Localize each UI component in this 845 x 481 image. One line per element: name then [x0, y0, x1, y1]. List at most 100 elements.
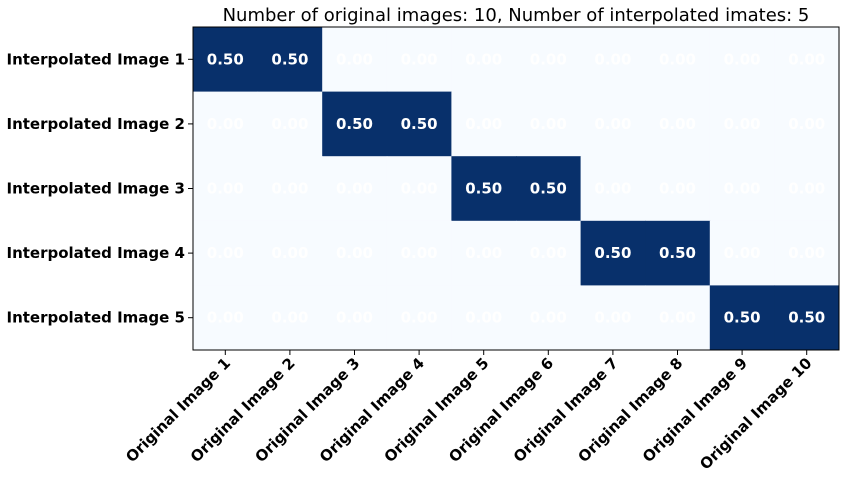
cell-annotation-r5-c4: 0.00 [401, 309, 438, 327]
cell-annotation-r1-c5: 0.00 [465, 50, 502, 68]
heatmap-cell-r2-c1 [193, 91, 259, 157]
heatmap-cell-r1-c2 [257, 27, 323, 93]
cell-annotation-r5-c1: 0.00 [207, 309, 244, 327]
cell-annotation-r2-c8: 0.00 [659, 115, 696, 133]
cell-annotation-r5-c8: 0.00 [659, 309, 696, 327]
cell-annotation-r2-c2: 0.00 [271, 115, 308, 133]
heatmap-cell-r5-c3 [322, 285, 388, 351]
cell-annotation-r2-c10: 0.00 [788, 115, 825, 133]
cell-annotation-r4-c4: 0.00 [401, 244, 438, 262]
cell-annotation-r4-c2: 0.00 [271, 244, 308, 262]
heatmap-cell-r1-c5 [451, 27, 517, 93]
heatmap-cell-r5-c6 [516, 285, 582, 351]
cell-annotation-r2-c3: 0.50 [336, 115, 373, 133]
heatmap-cell-r5-c9 [709, 285, 775, 351]
heatmap-cell-r3-c3 [322, 156, 388, 222]
cell-annotation-r3-c9: 0.00 [724, 180, 761, 198]
cell-annotation-r4-c8: 0.50 [659, 244, 696, 262]
cell-annotation-r3-c2: 0.00 [271, 180, 308, 198]
cell-annotation-r1-c9: 0.00 [724, 50, 761, 68]
y-tick-label-4: Interpolated Image 4 [6, 244, 185, 262]
heatmap-cell-r2-c8 [645, 91, 711, 157]
heatmap-cell-r4-c5 [451, 220, 517, 286]
heatmap-cell-r1-c4 [386, 27, 452, 93]
heatmap-cell-r4-c10 [774, 220, 840, 286]
heatmap-cell-r2-c3 [322, 91, 388, 157]
cell-annotation-r4-c3: 0.00 [336, 244, 373, 262]
cell-annotation-r1-c2: 0.50 [271, 50, 308, 68]
x-tick-label-1: Original Image 1 [122, 354, 234, 466]
cell-annotation-r5-c5: 0.00 [465, 309, 502, 327]
cell-annotation-r1-c1: 0.50 [207, 50, 244, 68]
cell-annotation-r1-c6: 0.00 [530, 50, 567, 68]
heatmap-cell-r3-c2 [257, 156, 323, 222]
heatmap-cell-r3-c8 [645, 156, 711, 222]
heatmap-cell-r4-c9 [709, 220, 775, 286]
heatmap-cell-r2-c2 [257, 91, 323, 157]
y-tick-label-1: Interpolated Image 1 [6, 50, 185, 68]
heatmap-cell-r1-c3 [322, 27, 388, 93]
cell-annotation-r2-c1: 0.00 [207, 115, 244, 133]
cell-annotation-r4-c7: 0.50 [594, 244, 631, 262]
heatmap-cell-r4-c1 [193, 220, 259, 286]
y-tick-label-5: Interpolated Image 5 [6, 309, 185, 327]
heatmap-cell-r2-c7 [580, 91, 646, 157]
cell-annotation-r4-c5: 0.00 [465, 244, 502, 262]
heatmap-cell-r1-c9 [709, 27, 775, 93]
heatmap-cell-r4-c6 [516, 220, 582, 286]
heatmap-cell-r5-c5 [451, 285, 517, 351]
heatmap-cell-r3-c5 [451, 156, 517, 222]
heatmap-cell-r3-c1 [193, 156, 259, 222]
heatmap-cell-r4-c7 [580, 220, 646, 286]
heatmap-cell-r2-c10 [774, 91, 840, 157]
y-tick-label-2: Interpolated Image 2 [6, 115, 185, 133]
cell-annotation-r2-c7: 0.00 [594, 115, 631, 133]
cell-annotation-r2-c6: 0.00 [530, 115, 567, 133]
cell-annotation-r5-c6: 0.00 [530, 309, 567, 327]
chart-title: Number of original images: 10, Number of… [223, 5, 810, 26]
heatmap-cell-r2-c4 [386, 91, 452, 157]
cell-annotation-r3-c4: 0.00 [401, 180, 438, 198]
heatmap-cell-r2-c5 [451, 91, 517, 157]
heatmap-cell-r3-c10 [774, 156, 840, 222]
heatmap-cells [193, 27, 840, 351]
cell-annotation-r3-c7: 0.00 [594, 180, 631, 198]
cell-annotation-r1-c7: 0.00 [594, 50, 631, 68]
cell-annotation-r1-c4: 0.00 [401, 50, 438, 68]
y-tick-label-3: Interpolated Image 3 [6, 180, 185, 198]
heatmap-cell-r4-c8 [645, 220, 711, 286]
heatmap-cell-r1-c7 [580, 27, 646, 93]
cell-annotation-r2-c4: 0.50 [401, 115, 438, 133]
heatmap-cell-r3-c9 [709, 156, 775, 222]
heatmap-cell-r2-c6 [516, 91, 582, 157]
heatmap-cell-r3-c7 [580, 156, 646, 222]
cell-annotation-r3-c3: 0.00 [336, 180, 373, 198]
heatmap-cell-r3-c4 [386, 156, 452, 222]
cell-annotation-r3-c10: 0.00 [788, 180, 825, 198]
x-tick-label-10: Original Image 10 [696, 354, 815, 473]
cell-annotation-r2-c9: 0.00 [724, 115, 761, 133]
y-axis: Interpolated Image 1 Interpolated Image 2… [6, 50, 193, 327]
cell-annotations: 0.50 0.50 0.00 0.00 0.00 0.00 0.00 0.00 0.00 0.00… [207, 50, 825, 326]
cell-annotation-r5-c7: 0.00 [594, 309, 631, 327]
heatmap-cell-r1-c8 [645, 27, 711, 93]
heatmap-cell-r1-c1 [193, 27, 259, 93]
heatmap-cell-r2-c9 [709, 91, 775, 157]
heatmap-cell-r5-c8 [645, 285, 711, 351]
heatmap-cell-r5-c1 [193, 285, 259, 351]
heatmap-cell-r3-c6 [516, 156, 582, 222]
heatmap-cell-r4-c3 [322, 220, 388, 286]
cell-annotation-r1-c3: 0.00 [336, 50, 373, 68]
cell-annotation-r5-c10: 0.50 [788, 309, 825, 327]
cell-annotation-r1-c8: 0.00 [659, 50, 696, 68]
cell-annotation-r2-c5: 0.00 [465, 115, 502, 133]
heatmap-cell-r1-c10 [774, 27, 840, 93]
heatmap-cell-r4-c4 [386, 220, 452, 286]
cell-annotation-r3-c1: 0.00 [207, 180, 244, 198]
cell-annotation-r5-c2: 0.00 [271, 309, 308, 327]
heatmap-cell-r5-c10 [774, 285, 840, 351]
heatmap-cell-r4-c2 [257, 220, 323, 286]
cell-annotation-r3-c6: 0.50 [530, 180, 567, 198]
heatmap-cell-r5-c4 [386, 285, 452, 351]
heatmap-cell-r1-c6 [516, 27, 582, 93]
